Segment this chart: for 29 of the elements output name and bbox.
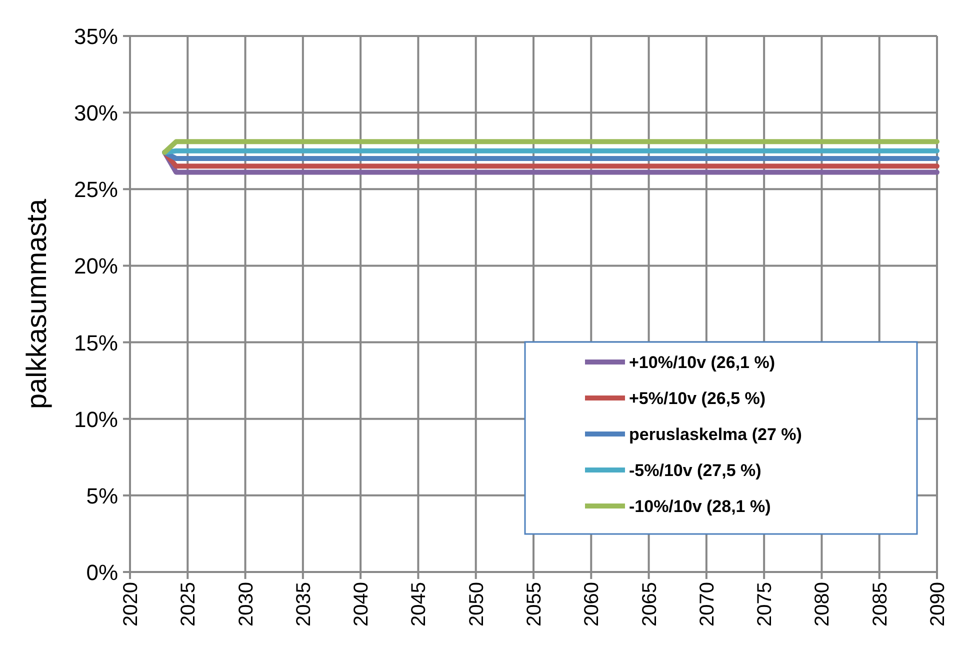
y-tick-label: 15% [74, 330, 118, 356]
x-tick-label: 2075 [754, 582, 776, 626]
legend-label: -10%/10v (28,1 %) [629, 497, 771, 516]
x-tick-label: 2025 [178, 582, 200, 626]
x-tick-label: 2045 [408, 582, 430, 626]
y-tick-label: 5% [86, 483, 118, 508]
legend-label: +10%/10v (26,1 %) [629, 353, 776, 372]
y-axis-title: palkkasummasta [21, 198, 52, 410]
x-tick-label: 2065 [638, 582, 661, 626]
x-tick-label: 2040 [350, 582, 373, 626]
y-tick-label: 35% [74, 24, 118, 49]
legend-label: +5%/10v (26,5 %) [629, 389, 766, 408]
x-tick-label: 2085 [869, 582, 892, 626]
legend-label: -5%/10v (27,5 %) [629, 461, 762, 480]
x-tick-label: 2030 [235, 582, 258, 626]
y-tick-label: 25% [74, 177, 118, 202]
x-tick-label: 2020 [120, 582, 142, 626]
x-tick-label: 2035 [292, 582, 315, 626]
y-tick-label: 20% [74, 254, 118, 279]
legend-label: peruslaskelma (27 %) [629, 425, 802, 444]
x-tick-label: 2055 [524, 582, 546, 626]
x-tick-label: 2070 [696, 582, 718, 626]
x-tick-label: 2050 [466, 582, 488, 626]
y-tick-label: 30% [74, 100, 118, 126]
x-tick-label: 2080 [812, 582, 834, 626]
y-tick-label: 0% [86, 560, 118, 585]
x-tick-label: 2060 [581, 582, 604, 626]
y-tick-label: 10% [74, 406, 118, 432]
x-tick-label: 2090 [927, 582, 949, 626]
